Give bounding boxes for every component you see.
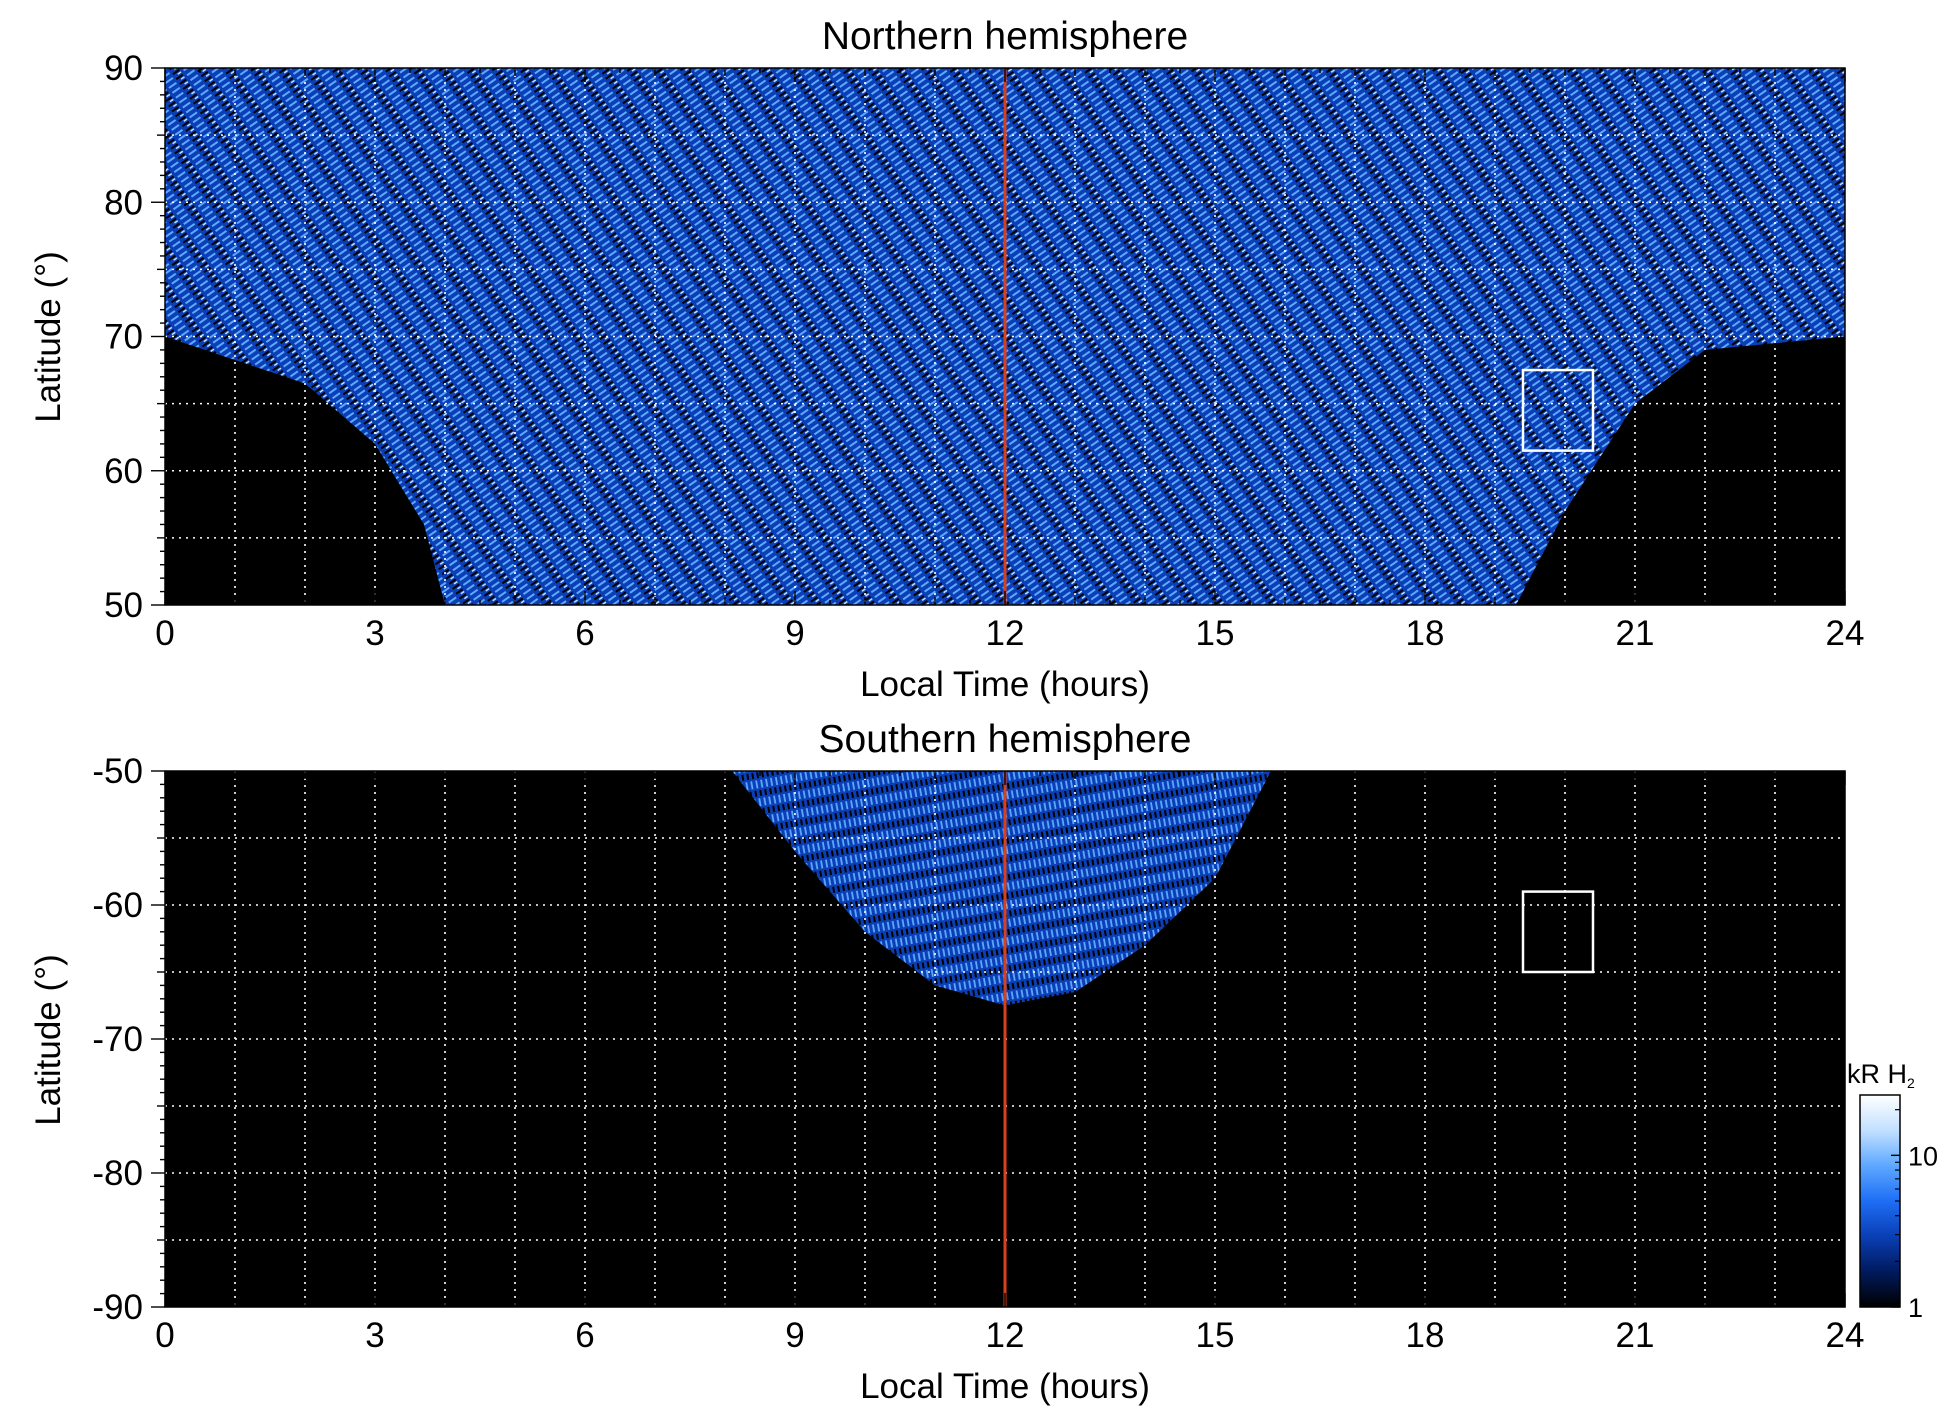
southern-emission-map [732, 771, 1271, 1006]
colorbar: kR H2 10 1 [1847, 1059, 1938, 1323]
northern-y-axis-label: Latitude (°) [29, 251, 68, 423]
colorbar-title: kR H2 [1847, 1059, 1915, 1091]
x-tick-label: 9 [785, 1316, 804, 1355]
southern-y-axis-label: Latitude (°) [29, 954, 68, 1126]
x-tick-label: 0 [155, 614, 174, 653]
colorbar-gradient [1859, 1094, 1901, 1308]
colorbar-title-main: kR H [1847, 1059, 1907, 1089]
colorbar-tick-label: 10 [1908, 1141, 1938, 1171]
y-tick-label: -60 [92, 886, 143, 925]
southern-panel: Southern hemisphere 0 3 6 9 12 15 18 21 24 -90 -80… [29, 718, 1864, 1406]
y-tick-label: 50 [104, 586, 143, 625]
southern-ticks: 0 3 6 9 12 15 18 21 24 -90 -80 -70 -60 -50 [92, 752, 1864, 1355]
y-tick-label: 90 [104, 49, 143, 88]
y-tick-label: 70 [104, 318, 143, 357]
northern-x-axis-label: Local Time (hours) [860, 665, 1150, 704]
colorbar-title-subscript: 2 [1907, 1075, 1915, 1091]
northern-panel-title: Northern hemisphere [822, 15, 1188, 58]
x-tick-label: 0 [155, 1316, 174, 1355]
northern-ticks: 0 3 6 9 12 15 18 21 24 50 60 70 80 90 [104, 49, 1864, 653]
y-tick-label: -90 [92, 1288, 143, 1327]
y-tick-label: 80 [104, 183, 143, 222]
southern-x-axis-label: Local Time (hours) [860, 1367, 1150, 1406]
x-tick-label: 9 [785, 614, 804, 653]
southern-highlight-box [1521, 890, 1595, 974]
x-tick-label: 21 [1616, 614, 1655, 653]
x-tick-label: 21 [1616, 1316, 1655, 1355]
colorbar-ticks: 10 1 [1891, 1109, 1938, 1323]
northern-panel: Northern hemisphere 0 3 6 9 12 15 18 21 24 50 60 70… [29, 15, 1864, 704]
northern-highlight-box [1521, 368, 1595, 452]
x-tick-label: 12 [986, 614, 1025, 653]
x-tick-label: 15 [1196, 614, 1235, 653]
x-tick-label: 6 [575, 614, 594, 653]
x-tick-label: 18 [1406, 1316, 1445, 1355]
x-tick-label: 18 [1406, 614, 1445, 653]
y-tick-label: 60 [104, 452, 143, 491]
emission-region [732, 771, 1271, 1006]
colorbar-tick-label: 1 [1908, 1293, 1923, 1323]
x-tick-label: 3 [365, 614, 384, 653]
x-tick-label: 24 [1826, 1316, 1865, 1355]
y-tick-label: -70 [92, 1020, 143, 1059]
x-tick-label: 12 [986, 1316, 1025, 1355]
x-tick-label: 24 [1826, 614, 1865, 653]
x-tick-label: 15 [1196, 1316, 1235, 1355]
x-tick-label: 3 [365, 1316, 384, 1355]
y-tick-label: -80 [92, 1154, 143, 1193]
x-tick-label: 6 [575, 1316, 594, 1355]
southern-panel-title: Southern hemisphere [819, 718, 1192, 761]
y-tick-label: -50 [92, 752, 143, 791]
